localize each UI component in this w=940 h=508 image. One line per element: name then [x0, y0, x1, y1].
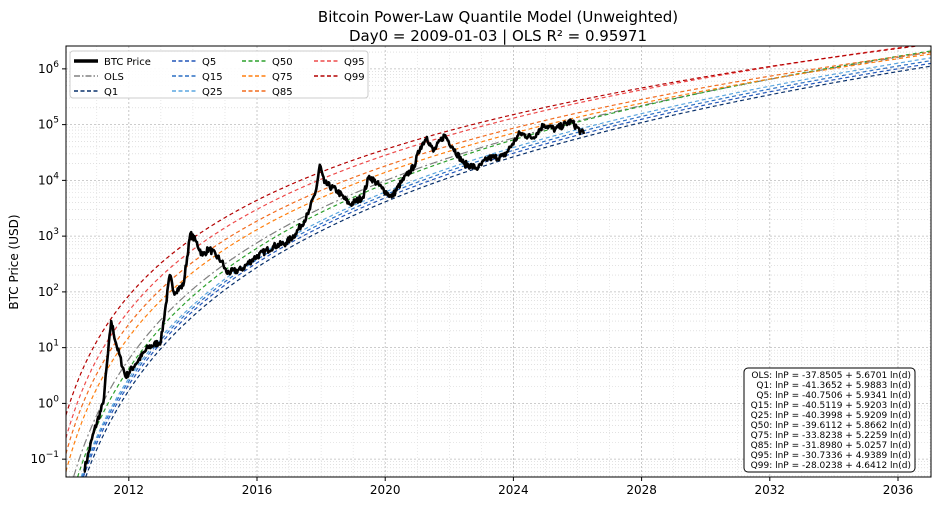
y-tick-label: 10−1	[30, 450, 59, 466]
btc-price-line	[83, 118, 586, 473]
equation-q1: Q1: lnP = -41.3652 + 5.9883 ln(d)	[756, 381, 911, 391]
model-curves	[66, 46, 931, 477]
x-tick-label: 2016	[242, 483, 273, 497]
equation-q50: Q50: lnP = -39.6112 + 5.8662 ln(d)	[751, 421, 911, 431]
equation-q25: Q25: lnP = -40.3998 + 5.9209 ln(d)	[751, 411, 911, 421]
y-tick-label: 100	[38, 394, 59, 410]
legend-label-q75: Q75	[272, 72, 293, 83]
curve-q50	[77, 50, 931, 477]
legend-label-btc-price: BTC Price	[104, 57, 151, 68]
equation-q99: Q99: lnP = -28.0238 + 4.6412 ln(d)	[751, 461, 911, 471]
legend-label-q25: Q25	[202, 87, 223, 98]
chart-title: Bitcoin Power-Law Quantile Model (Unweig…	[318, 8, 678, 26]
y-tick-label: 104	[38, 171, 59, 187]
y-axis-label: BTC Price (USD)	[7, 214, 21, 309]
x-tick-label: 2012	[114, 483, 145, 497]
y-tick-label: 105	[38, 116, 59, 132]
curve-q95	[66, 46, 912, 439]
legend-label-q15: Q15	[202, 72, 223, 83]
equation-q15: Q15: lnP = -40.5119 + 5.9203 ln(d)	[751, 401, 911, 411]
curve-q99	[66, 46, 918, 416]
equation-box: OLS: lnP = -37.8505 + 5.6701 ln(d)Q1: ln…	[743, 367, 916, 473]
curve-ols	[73, 51, 931, 477]
legend-label-ols: OLS	[104, 72, 124, 83]
curve-q75	[66, 53, 931, 472]
legend-label-q5: Q5	[202, 57, 216, 68]
y-tick-label: 101	[38, 339, 59, 355]
x-tick-label: 2028	[626, 483, 657, 497]
equation-box-frame	[743, 367, 916, 473]
curve-q15	[81, 60, 931, 477]
x-tick-label: 2032	[755, 483, 786, 497]
legend-label-q1: Q1	[104, 87, 118, 98]
legend-label-q50: Q50	[272, 57, 293, 68]
curve-q1	[85, 65, 931, 477]
plot-frame	[65, 45, 932, 478]
legend-box	[69, 50, 369, 99]
curve-q25	[80, 57, 931, 477]
curve-q5	[82, 62, 931, 477]
x-tick-label: 2036	[883, 483, 914, 497]
legend: BTC Price OLS Q1 Q5 Q15 Q25 Q50 Q75 Q85 Q95 Q99	[69, 50, 369, 99]
legend-label-q95: Q95	[344, 57, 365, 68]
legend-label-q99: Q99	[344, 72, 365, 83]
equation-q5: Q5: lnP = -40.7506 + 5.9341 ln(d)	[756, 391, 911, 401]
legend-label-q85: Q85	[272, 87, 293, 98]
x-tick-label: 2024	[498, 483, 529, 497]
x-tick-label: 2020	[370, 483, 401, 497]
equation-q85: Q85: lnP = -31.8980 + 5.0257 ln(d)	[751, 441, 911, 451]
btc-price-series	[83, 118, 586, 473]
y-tick-label: 102	[38, 283, 59, 299]
equation-ols: OLS: lnP = -37.8505 + 5.6701 ln(d)	[751, 371, 911, 381]
y-tick-label: 106	[38, 60, 59, 76]
equation-q95: Q95: lnP = -30.7336 + 4.9389 ln(d)	[751, 451, 911, 461]
y-tick-label: 103	[38, 227, 59, 243]
equation-q75: Q75: lnP = -33.8238 + 5.2259 ln(d)	[751, 431, 911, 441]
chart-subtitle: Day0 = 2009-01-03 | OLS R² = 0.95971	[349, 27, 647, 45]
